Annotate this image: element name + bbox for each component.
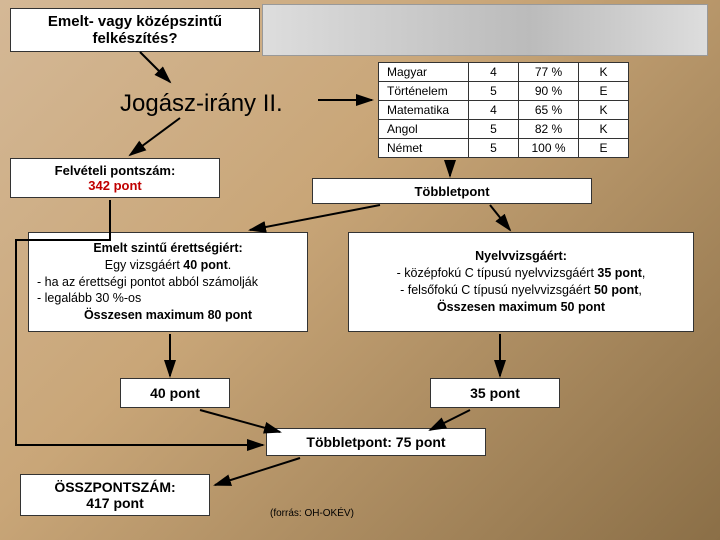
table-cell: 4 (469, 63, 519, 82)
table-cell: E (579, 82, 629, 101)
table-cell: 82 % (519, 120, 579, 139)
table-cell: Német (379, 139, 469, 158)
table-cell: 5 (469, 120, 519, 139)
felveteli-l2: 342 pont (19, 178, 211, 193)
emelt-l1b: 40 pont (183, 258, 227, 272)
nyelv-l1b: 35 pont (597, 266, 641, 280)
nyelv-l3: Összesen maximum 50 pont (357, 299, 685, 316)
table-cell: Magyar (379, 63, 469, 82)
table-cell: Angol (379, 120, 469, 139)
nyelv-l2c: , (638, 283, 641, 297)
table-row: Magyar477 %K (379, 63, 629, 82)
forras-text: (forrás: OH-OKÉV) (270, 508, 354, 519)
tobbletpont-box: Többletpont (312, 178, 592, 204)
table-row: Történelem590 %E (379, 82, 629, 101)
title-box: Emelt- vagy középszintű felkészítés? (10, 8, 260, 52)
emelt-l2: - ha az érettségi pontot abból számolják (37, 274, 299, 291)
p35-text: 35 pont (439, 385, 551, 401)
table-cell: 5 (469, 139, 519, 158)
tp75-box: Többletpont: 75 pont (266, 428, 486, 456)
felveteli-box: Felvételi pontszám: 342 pont (10, 158, 220, 198)
tp75-text: Többletpont: 75 pont (275, 434, 477, 450)
nyelv-l2a: - felsőfokú C típusú nyelvvizsgáért (400, 283, 594, 297)
main-title: Jogász-irány II. (120, 90, 283, 118)
table-row: Angol582 %K (379, 120, 629, 139)
p35-box: 35 pont (430, 378, 560, 408)
table-cell: Matematika (379, 101, 469, 120)
table-cell: K (579, 101, 629, 120)
table-row: Matematika465 %K (379, 101, 629, 120)
tobbletpont-label: Többletpont (321, 184, 583, 199)
emelt-l1a: Egy vizsgáért (105, 258, 184, 272)
table-cell: K (579, 120, 629, 139)
ossz-l1: ÖSSZPONTSZÁM: (29, 479, 201, 495)
nyelv-l1a: - középfokú C típusú nyelvvizsgáért (397, 266, 598, 280)
table-cell: K (579, 63, 629, 82)
table-cell: 65 % (519, 101, 579, 120)
table-cell: Történelem (379, 82, 469, 101)
p40-box: 40 pont (120, 378, 230, 408)
p40-text: 40 pont (129, 385, 221, 401)
table-cell: 5 (469, 82, 519, 101)
emelt-l3: - legalább 30 %-os (37, 290, 299, 307)
header-image-placeholder (262, 4, 708, 56)
emelt-title: Emelt szintű érettségiért: (93, 241, 242, 255)
nyelv-l1c: , (642, 266, 645, 280)
title-text: Emelt- vagy középszintű felkészítés? (19, 13, 251, 47)
table-row: Német5100 %E (379, 139, 629, 158)
nyelv-l2b: 50 pont (594, 283, 638, 297)
table-cell: 90 % (519, 82, 579, 101)
nyelv-title: Nyelvvizsgáért: (475, 249, 567, 263)
felveteli-l1: Felvételi pontszám: (19, 163, 211, 178)
subject-table: Magyar477 %KTörténelem590 %EMatematika46… (378, 62, 629, 158)
table-cell: E (579, 139, 629, 158)
nyelv-box: Nyelvvizsgáért: - középfokú C típusú nye… (348, 232, 694, 332)
emelt-l1c: . (228, 258, 231, 272)
emelt-box: Emelt szintű érettségiért: Egy vizsgáért… (28, 232, 308, 332)
emelt-l4: Összesen maximum 80 pont (37, 307, 299, 324)
ossz-l2: 417 pont (29, 495, 201, 511)
table-cell: 100 % (519, 139, 579, 158)
ossz-box: ÖSSZPONTSZÁM: 417 pont (20, 474, 210, 516)
table-cell: 77 % (519, 63, 579, 82)
table-cell: 4 (469, 101, 519, 120)
